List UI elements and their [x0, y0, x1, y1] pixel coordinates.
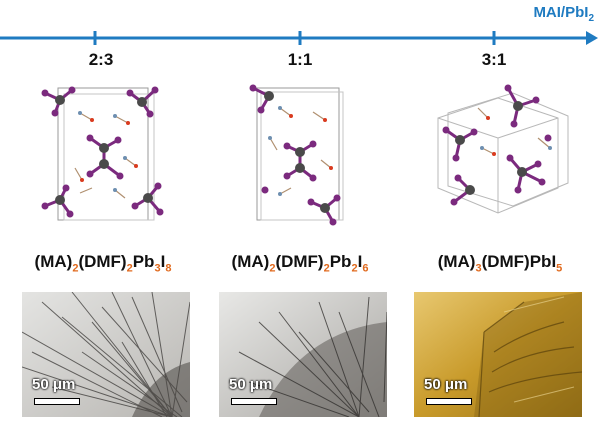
scale-bar	[231, 398, 277, 405]
axis-label: MAI/PbI2	[533, 4, 594, 24]
axis-line	[0, 31, 598, 45]
ratio-label-3-1: 3:1	[481, 50, 507, 69]
scale-label: 50 μm	[229, 376, 273, 393]
crystal-structure-1-1	[225, 78, 385, 228]
formula-1-1: (MA)2(DMF)2Pb2I6	[231, 252, 369, 275]
formula-2-3: (MA)2(DMF)2Pb3I8	[34, 252, 172, 275]
micrograph-3-1: 50 μm	[414, 292, 582, 417]
ratio-label-2-3: 2:3	[88, 50, 114, 69]
scale-bar	[426, 398, 472, 405]
ratio-axis: MAI/PbI2	[0, 0, 600, 60]
micrograph-2-3: 50 μm	[22, 292, 190, 417]
crystal-structure-3-1	[418, 78, 578, 228]
scale-bar	[34, 398, 80, 405]
ratio-label-1-1: 1:1	[287, 50, 313, 69]
scale-label: 50 μm	[32, 376, 76, 393]
formula-3-1: (MA)3(DMF)PbI5	[437, 252, 563, 275]
micrograph-1-1: 50 μm	[219, 292, 387, 417]
crystal-structure-2-3	[20, 78, 180, 228]
scale-label: 50 μm	[424, 376, 468, 393]
